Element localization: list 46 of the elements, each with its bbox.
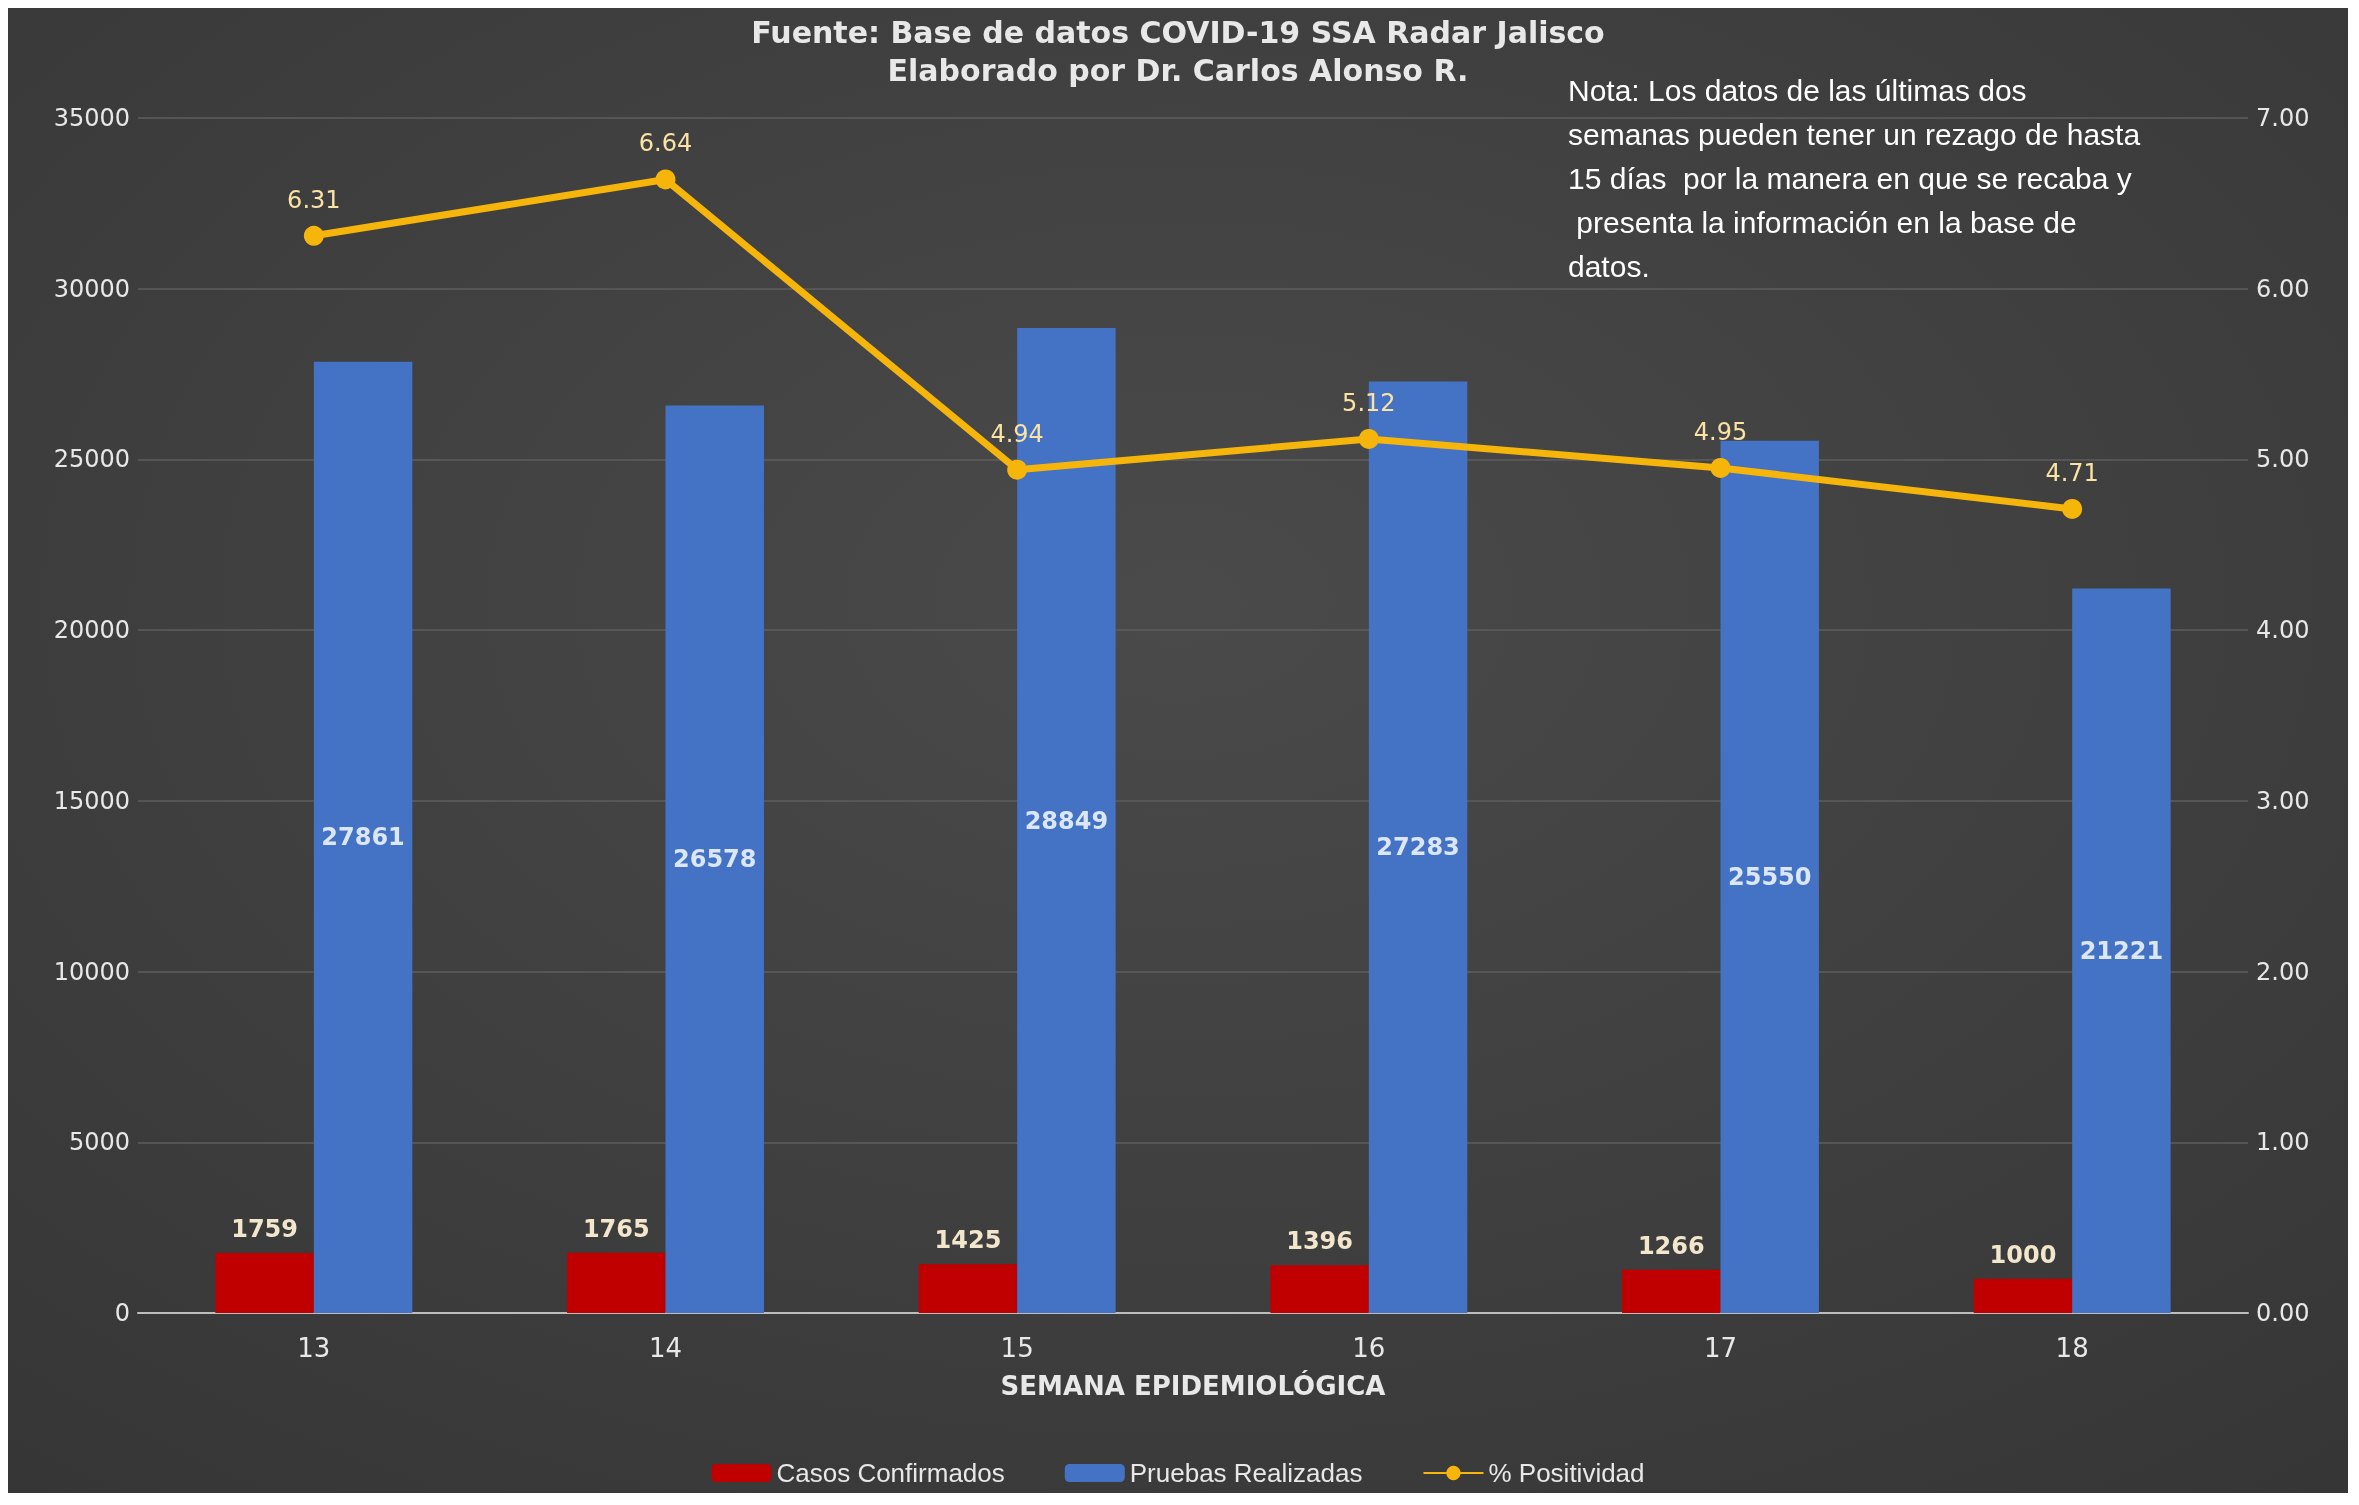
data-label: 6.31 [287,185,341,214]
x-tick-label: 15 [1000,1333,1034,1363]
annotation: Nota: Los datos de las últimas dos semanas pueden tener un rezago de hasta 15 días por la manera en que se recaba y presenta la información en la base de datos. [1568,73,2149,283]
data-label: 26578 [672,845,757,874]
data-label: 1396 [1286,1227,1353,1256]
x-tick-label: 14 [648,1333,683,1363]
chart-title: Fuente: Base de datos COVID-19 SSA Radar Jalisco [751,14,1605,50]
x-tick-label: 16 [1352,1333,1386,1363]
data-label: 1000 [1989,1240,2057,1269]
y-tick-label: 35000 [53,104,130,132]
data-label: 27283 [1376,833,1460,862]
data-label: 27861 [321,823,405,852]
data-label: 1765 [582,1214,650,1243]
y-tick-label: 0 [114,1299,130,1327]
chart-subtitle: Elaborado por Dr. Carlos Alonso R. [887,52,1469,88]
y-tick-label: 30000 [53,274,130,303]
data-label: 4.71 [2045,458,2099,487]
x-tick-label: 17 [1703,1333,1738,1363]
x-axis-title: SEMANA EPIDEMIOLÓGICA [1000,1370,1386,1401]
legend-label: Casos Confirmados [776,1458,1005,1488]
data-label: 4.94 [990,419,1044,448]
x-tick-label: 18 [2055,1333,2089,1363]
y2-tick-label: 3.00 [2256,786,2310,815]
y2-tick-label: 0.00 [2256,1299,2310,1327]
y2-tick-label: 7.00 [2256,104,2310,132]
x-tick-label: 13 [297,1333,331,1363]
y-tick-label: 25000 [53,445,130,474]
data-label: 6.64 [638,129,693,158]
y-tick-label: 5000 [68,1128,130,1157]
data-label: 28849 [1024,806,1109,835]
y-tick-label: 20000 [53,616,130,645]
data-label: 1759 [231,1214,298,1243]
data-label: 21221 [2079,936,2164,965]
legend-label: Pruebas Realizadas [1129,1458,1363,1488]
y2-tick-label: 1.00 [2256,1128,2310,1157]
y2-tick-label: 4.00 [2256,616,2310,645]
y2-tick-label: 6.00 [2256,274,2310,303]
y-tick-label: 15000 [53,786,130,815]
data-label: 1266 [1637,1231,1705,1260]
y2-tick-label: 5.00 [2256,445,2310,474]
data-label: 1425 [934,1226,1002,1255]
data-label: 4.95 [1693,417,1748,446]
data-label: 25550 [1727,862,1812,891]
y2-tick-label: 2.00 [2256,957,2310,986]
y-tick-label: 10000 [53,957,130,986]
legend-label: % Positividad [1488,1458,1645,1488]
